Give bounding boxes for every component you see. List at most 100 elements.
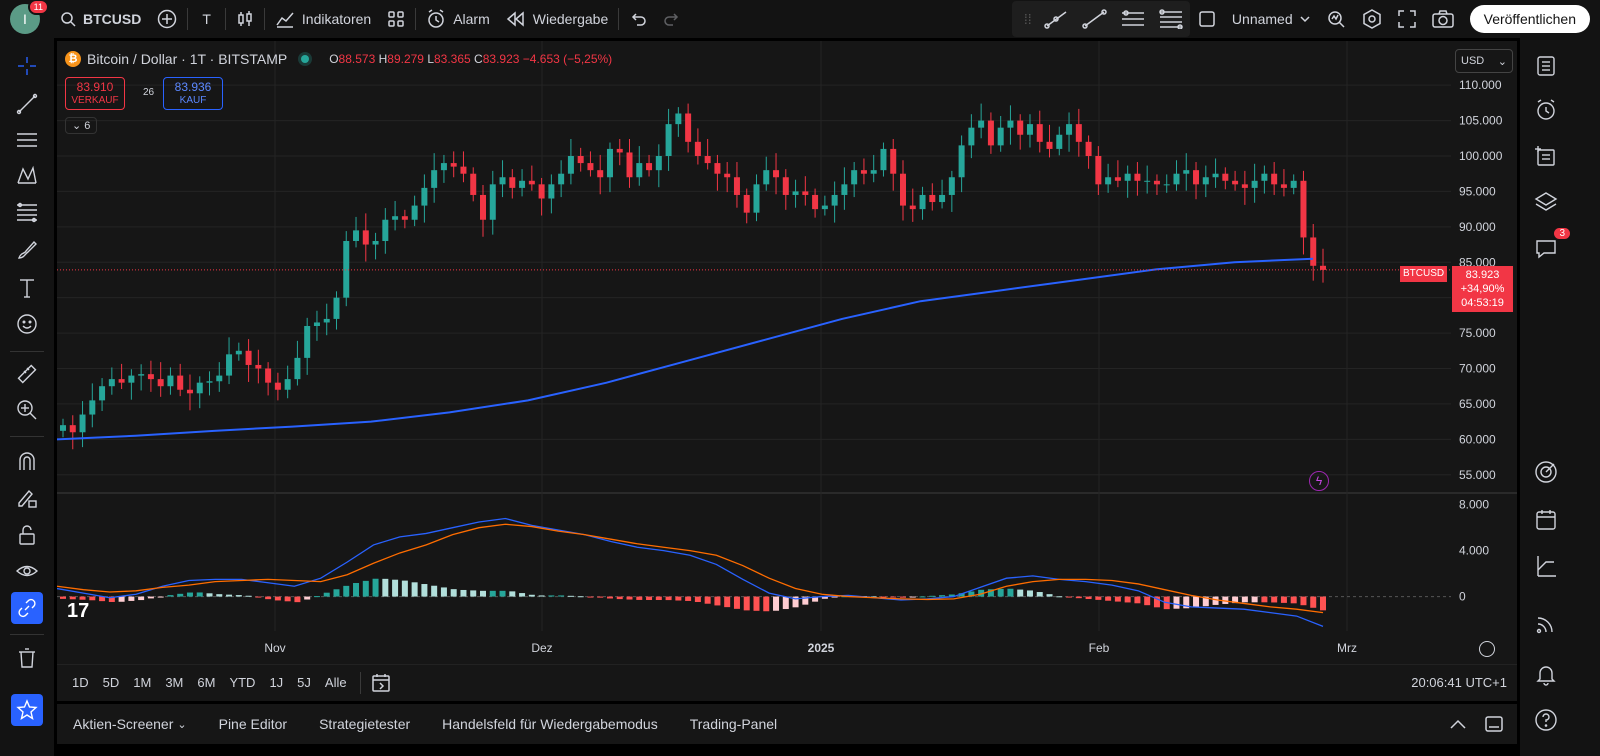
user-avatar[interactable]: I 11 — [10, 0, 49, 34]
help-button[interactable] — [1530, 704, 1562, 736]
ohlc-values: O88.573 H89.279 L83.365 C83.923 −4.653 (… — [329, 52, 612, 66]
news-feed-button[interactable] — [1530, 608, 1562, 640]
chart-pane[interactable]: 110.000105.000100.00095.00090.00085.0008… — [57, 41, 1517, 701]
measure-tool[interactable] — [11, 358, 43, 390]
candle-body — [538, 184, 545, 199]
range-1d[interactable]: 1D — [72, 675, 89, 690]
tradingview-logo[interactable]: 17 — [67, 600, 90, 622]
sell-button[interactable]: 83.910 VERKAUF — [65, 77, 125, 110]
candle-body — [587, 163, 594, 171]
range-1y[interactable]: 1J — [269, 675, 284, 690]
candle-body — [939, 194, 946, 203]
range-all[interactable]: Alle — [324, 675, 347, 690]
lightning-icon[interactable]: ϟ — [1309, 471, 1329, 491]
data-window-button[interactable] — [1530, 550, 1562, 582]
settings-gear-icon[interactable] — [1479, 641, 1495, 657]
watchlist-button[interactable] — [1530, 50, 1562, 82]
layers-button[interactable] — [1530, 186, 1562, 218]
stay-in-drawing-tool[interactable] — [11, 482, 43, 514]
text-tool[interactable] — [11, 272, 43, 304]
goto-date-icon[interactable] — [371, 673, 391, 693]
tab-replay-trading[interactable]: Handelsfeld für Wiedergabemodus — [442, 716, 658, 732]
quick-search-button[interactable] — [1318, 0, 1354, 38]
undo-button[interactable] — [621, 0, 655, 38]
candle-body — [802, 191, 809, 195]
templates-button[interactable] — [379, 0, 413, 38]
redo-button[interactable] — [655, 0, 689, 38]
alerts-button[interactable] — [1530, 94, 1562, 126]
candle-body — [870, 170, 877, 174]
macd-histogram-bar — [1075, 596, 1082, 599]
calendar-button[interactable] — [1530, 504, 1562, 536]
fib-retracement-icon[interactable] — [1158, 9, 1184, 29]
candle-body — [431, 170, 438, 188]
macd-histogram-bar — [831, 596, 838, 598]
range-3m[interactable]: 3M — [165, 675, 184, 690]
settings-button[interactable] — [1354, 0, 1390, 38]
notifications-button[interactable] — [1530, 658, 1562, 690]
watchlist-favorites-tool[interactable] — [11, 694, 43, 726]
hide-drawings-tool[interactable] — [11, 555, 43, 587]
candle-body — [997, 127, 1004, 146]
ideas-button[interactable] — [1530, 456, 1562, 488]
trend-angle-icon[interactable] — [1043, 9, 1070, 29]
candle-body — [401, 216, 408, 220]
settings-hex-icon — [1362, 9, 1381, 29]
candle-body — [392, 216, 399, 220]
range-1m[interactable]: 1M — [133, 675, 152, 690]
zoom-tool[interactable] — [11, 394, 43, 426]
tab-stock-screener[interactable]: Aktien-Screener ⌄ — [57, 716, 203, 732]
fib-tool[interactable] — [11, 196, 43, 228]
symbol-search[interactable]: BTCUSD — [52, 0, 149, 38]
fullscreen-button[interactable] — [1390, 0, 1424, 38]
tab-pine-editor[interactable]: Pine Editor — [218, 716, 288, 732]
utc-clock[interactable]: 20:06:41 UTC+1 — [1411, 675, 1507, 690]
legend-title[interactable]: Bitcoin / Dollar · 1T · BITSTAMP — [87, 51, 288, 67]
compare-symbol-button[interactable] — [149, 0, 185, 38]
signal-line — [57, 523, 1324, 614]
indicators-collapse-toggle[interactable]: ⌄ 6 — [65, 117, 98, 134]
remove-drawings-tool[interactable] — [11, 642, 43, 674]
price-chart[interactable]: 110.000105.000100.00095.00090.00085.0008… — [57, 41, 1517, 661]
channel-tool[interactable] — [11, 124, 43, 156]
candle-body — [567, 156, 574, 174]
magnet-tool[interactable] — [11, 445, 43, 477]
currency-select[interactable]: USD ⌄ — [1455, 49, 1513, 73]
replay-button[interactable]: Wiedergabe — [498, 0, 617, 38]
maximize-panel-icon[interactable] — [1485, 716, 1503, 732]
snapshot-button[interactable] — [1424, 0, 1462, 38]
tab-trading-panel[interactable]: Trading-Panel — [689, 716, 778, 732]
sync-drawings-tool[interactable] — [11, 592, 43, 624]
object-tree-button[interactable] — [1530, 140, 1562, 172]
trend-line-icon[interactable] — [1081, 9, 1108, 29]
layout-toggle[interactable] — [1190, 0, 1224, 38]
range-5y[interactable]: 5J — [297, 675, 311, 690]
layout-name-dropdown[interactable]: Unnamed — [1224, 0, 1318, 38]
interval-button[interactable]: T — [202, 11, 211, 27]
candle-body — [968, 127, 975, 146]
range-5d[interactable]: 5D — [102, 675, 120, 690]
alert-button[interactable]: Alarm — [418, 0, 498, 38]
emoji-tool[interactable] — [11, 308, 43, 340]
line-tool[interactable] — [11, 88, 43, 120]
candle-body — [685, 113, 692, 142]
range-6m[interactable]: 6M — [197, 675, 216, 690]
crosshair-tool[interactable] — [11, 50, 43, 82]
brush-tool[interactable] — [11, 234, 43, 266]
parallel-channel-icon[interactable] — [1120, 9, 1146, 29]
candle-body — [284, 379, 291, 390]
buy-button[interactable]: 83.936 KAUF — [163, 77, 223, 110]
chart-type-button[interactable] — [228, 0, 262, 38]
smiley-icon — [17, 314, 37, 334]
lock-drawings-tool[interactable] — [11, 519, 43, 551]
pattern-tool[interactable] — [11, 160, 43, 192]
indicators-button[interactable]: Indikatoren — [267, 0, 379, 38]
tab-strategy-tester[interactable]: Strategietester — [319, 716, 411, 732]
macd-histogram-bar — [1173, 596, 1180, 609]
chats-button[interactable]: 3 — [1530, 228, 1570, 264]
drag-handle-icon[interactable]: ⁞⁞ — [1023, 11, 1032, 27]
macd-histogram-bar — [567, 595, 574, 597]
range-ytd[interactable]: YTD — [229, 675, 256, 690]
publish-button[interactable]: Veröffentlichen — [1469, 5, 1590, 33]
chevron-up-icon[interactable] — [1449, 718, 1467, 730]
